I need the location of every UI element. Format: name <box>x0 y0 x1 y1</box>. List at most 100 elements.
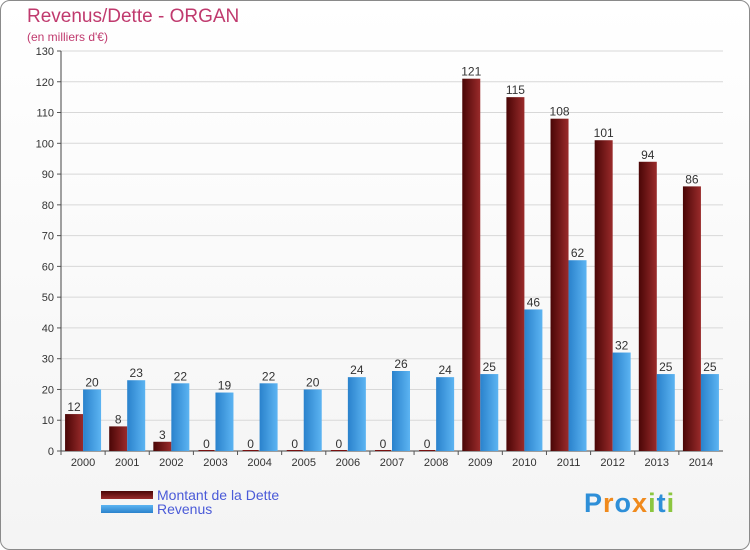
bar-revenue <box>347 377 366 451</box>
bar-revenue <box>392 371 410 451</box>
x-tick-label: 2011 <box>557 457 581 469</box>
bar-revenue <box>700 374 719 451</box>
bar-revenue <box>303 389 322 451</box>
data-label-debt: 0 <box>424 437 431 451</box>
bar-revenue <box>612 352 631 451</box>
bar-revenue <box>524 309 543 451</box>
x-tick-label: 2001 <box>115 457 139 469</box>
y-tick-label: 100 <box>36 138 54 150</box>
x-tick-label: 2005 <box>291 457 315 469</box>
x-tick-label: 2007 <box>380 457 404 469</box>
data-label-debt: 0 <box>291 437 298 451</box>
bar-debt <box>242 450 259 451</box>
y-tick-label: 50 <box>42 292 54 304</box>
y-tick-label: 90 <box>42 169 54 181</box>
data-label-revenue: 20 <box>85 375 99 389</box>
y-tick-label: 130 <box>36 46 54 58</box>
x-tick-label: 2008 <box>424 457 448 469</box>
logo-letter: x <box>632 488 649 518</box>
data-label-revenue: 26 <box>394 357 408 371</box>
proxiti-logo: Proxiti <box>584 488 675 519</box>
legend-label-debt: Montant de la Dette <box>157 487 280 503</box>
logo-letter: i <box>666 488 676 518</box>
bar-debt <box>109 426 128 451</box>
chart-title: Revenus/Dette - ORGAN <box>27 6 240 27</box>
logo-letter: t <box>656 488 667 518</box>
data-label-revenue: 25 <box>659 360 673 374</box>
bar-revenue <box>568 260 587 451</box>
x-tick-label: 2009 <box>468 457 492 469</box>
y-tick-label: 110 <box>36 108 54 120</box>
bar-revenue <box>259 383 278 451</box>
legend-item-revenue: Revenus <box>101 501 213 517</box>
bar-revenue <box>215 392 234 451</box>
data-label-debt: 115 <box>506 83 525 97</box>
data-label-revenue: 24 <box>438 363 452 377</box>
legend-swatch-debt <box>101 491 153 499</box>
bar-revenue <box>83 389 102 451</box>
x-tick-label: 2002 <box>159 457 183 469</box>
x-tick-label: 2010 <box>512 457 536 469</box>
y-tick-label: 120 <box>36 77 54 89</box>
data-label-revenue: 32 <box>615 339 629 353</box>
data-label-debt: 0 <box>380 437 387 451</box>
data-label-revenue: 25 <box>703 360 717 374</box>
data-label-revenue: 22 <box>174 369 188 383</box>
data-label-debt: 0 <box>203 437 210 451</box>
x-tick-label: 2012 <box>600 457 624 469</box>
y-tick-label: 70 <box>42 231 54 243</box>
bar-debt <box>65 414 84 451</box>
legend-item-debt: Montant de la Dette <box>101 487 280 503</box>
x-tick-label: 2006 <box>336 457 360 469</box>
bar-revenue <box>436 377 455 451</box>
bar-debt <box>330 450 347 451</box>
data-label-revenue: 23 <box>130 366 144 380</box>
bar-debt <box>550 118 569 451</box>
legend-label-revenue: Revenus <box>157 501 213 517</box>
data-label-debt: 12 <box>67 400 81 414</box>
data-label-debt: 94 <box>641 148 655 162</box>
logo-letter: o <box>614 488 633 518</box>
data-label-debt: 121 <box>461 65 481 79</box>
bar-debt <box>682 186 701 451</box>
y-tick-label: 30 <box>42 354 54 366</box>
data-label-debt: 0 <box>336 437 343 451</box>
y-tick-label: 0 <box>48 446 54 458</box>
data-label-revenue: 24 <box>350 363 364 377</box>
bar-revenue <box>127 380 146 451</box>
bar-debt <box>506 97 525 452</box>
data-label-revenue: 25 <box>483 360 497 374</box>
y-tick-label: 10 <box>42 415 54 427</box>
y-tick-label: 40 <box>42 323 54 335</box>
logo-letter: i <box>648 488 657 518</box>
data-label-revenue: 46 <box>527 295 541 309</box>
data-label-debt: 86 <box>685 172 699 186</box>
x-tick-label: 2004 <box>247 457 271 469</box>
bar-revenue <box>171 383 190 451</box>
bar-debt <box>153 441 172 451</box>
bar-debt <box>462 78 481 451</box>
x-tick-label: 2000 <box>71 457 95 469</box>
data-label-debt: 101 <box>594 126 614 140</box>
data-label-debt: 108 <box>550 105 570 119</box>
bar-revenue <box>480 374 499 451</box>
data-label-debt: 8 <box>115 412 122 426</box>
data-label-revenue: 62 <box>571 246 585 260</box>
y-tick-label: 80 <box>42 200 54 212</box>
x-tick-label: 2014 <box>689 457 713 469</box>
data-label-revenue: 19 <box>218 379 232 393</box>
data-label-revenue: 20 <box>306 375 320 389</box>
y-tick-label: 20 <box>42 384 54 396</box>
chart-subtitle: (en milliers d'€) <box>27 30 108 44</box>
data-label-debt: 0 <box>247 437 254 451</box>
x-tick-label: 2003 <box>203 457 227 469</box>
legend-swatch-revenue <box>101 505 153 513</box>
data-label-debt: 3 <box>159 428 166 442</box>
bar-debt <box>594 140 613 451</box>
bar-debt <box>419 450 436 451</box>
bar-debt <box>286 450 303 451</box>
bar-debt <box>375 450 391 451</box>
logo-letter: r <box>603 488 615 518</box>
